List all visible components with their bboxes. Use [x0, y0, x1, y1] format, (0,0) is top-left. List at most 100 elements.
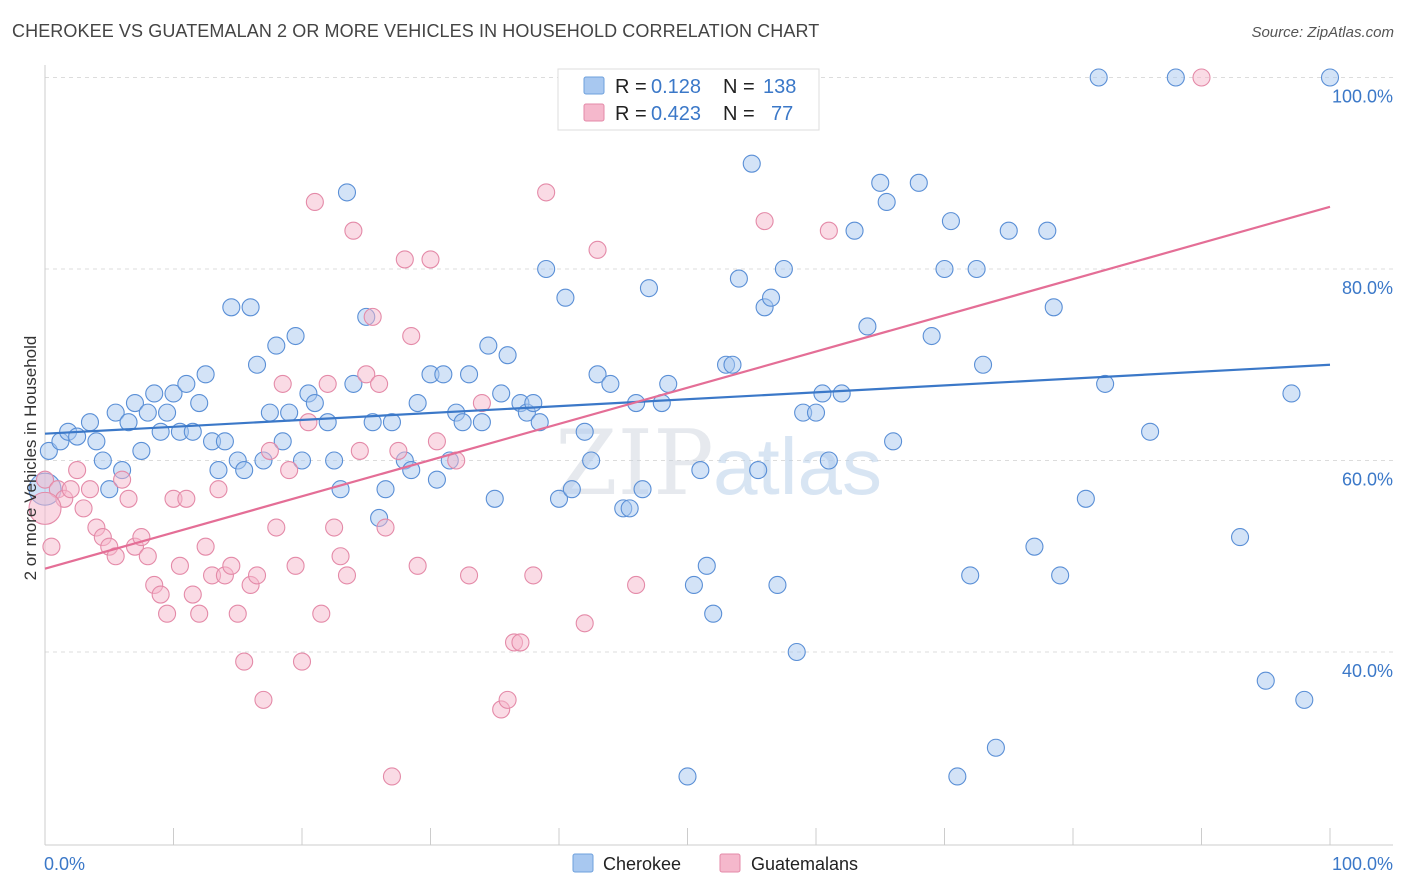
point-cherokee-34	[273, 432, 292, 451]
point-cherokee-7	[100, 480, 119, 499]
point-guatemalans-25	[196, 537, 215, 556]
point-guatemalans-70	[575, 614, 594, 633]
point-cherokee-17	[164, 384, 183, 403]
point-guatemalans-71	[588, 240, 607, 259]
point-cherokee-21	[190, 393, 209, 413]
point-cherokee-62	[485, 489, 504, 508]
trend-line-cherokee	[44, 363, 1331, 435]
point-guatemalans-75	[1192, 68, 1211, 87]
point-cherokee-132	[1295, 690, 1314, 709]
point-cherokee-49	[382, 413, 402, 432]
point-cherokee-20	[183, 422, 202, 441]
point-cherokee-14	[145, 384, 164, 403]
point-cherokee-123	[1051, 566, 1070, 585]
point-cherokee-99	[787, 642, 806, 662]
point-guatemalans-45	[325, 518, 344, 537]
point-cherokee-122	[1044, 298, 1063, 317]
series-guatemalans-points	[28, 68, 1211, 786]
point-guatemalans-24	[190, 604, 209, 623]
point-cherokee-13	[138, 403, 157, 422]
point-guatemalans-62	[459, 566, 479, 585]
point-guatemalans-16	[138, 547, 157, 566]
legend-box: R = 0.128 N = 138 R = 0.423 N = 77	[557, 68, 820, 131]
point-cherokee-55	[434, 365, 453, 384]
point-cherokee-39	[305, 393, 324, 413]
point-cherokee-125	[1089, 68, 1108, 87]
point-cherokee-8	[106, 403, 125, 422]
point-cherokee-127	[1141, 422, 1160, 441]
point-cherokee-33	[267, 336, 286, 355]
point-cherokee-59	[459, 365, 479, 384]
point-cherokee-118	[986, 738, 1005, 757]
point-cherokee-84	[678, 767, 697, 786]
chart-title: CHEROKEE VS GUATEMALAN 2 OR MORE VEHICLE…	[12, 21, 820, 41]
legend-r-label-1: R =	[615, 76, 647, 98]
point-cherokee-69	[537, 259, 556, 279]
point-guatemalans-50	[357, 365, 376, 384]
point-cherokee-26	[222, 298, 241, 317]
point-cherokee-112	[935, 259, 954, 279]
point-cherokee-43	[337, 183, 357, 202]
point-cherokee-113	[941, 212, 960, 231]
point-guatemalans-76	[28, 491, 62, 525]
point-cherokee-96	[768, 575, 787, 595]
point-cherokee-124	[1076, 489, 1095, 508]
point-guatemalans-48	[344, 221, 363, 240]
point-cherokee-110	[909, 173, 928, 192]
legend-n-label-1: N =	[723, 76, 755, 98]
point-cherokee-28	[235, 461, 254, 480]
y-tick-labels: 40.0% 60.0% 80.0% 100.0%	[1332, 87, 1393, 682]
point-cherokee-60	[472, 413, 491, 432]
point-cherokee-40	[318, 413, 337, 432]
point-cherokee-97	[774, 259, 793, 279]
point-guatemalans-33	[247, 566, 267, 585]
point-guatemalans-40	[292, 652, 312, 671]
point-cherokee-119	[999, 221, 1018, 240]
point-guatemalans-68	[524, 566, 543, 585]
point-guatemalans-42	[305, 192, 324, 212]
point-guatemalans-23	[183, 585, 202, 604]
point-guatemalans-18	[151, 585, 170, 604]
point-guatemalans-31	[235, 652, 254, 671]
point-guatemalans-67	[511, 633, 530, 652]
point-cherokee-37	[292, 451, 312, 470]
point-guatemalans-27	[209, 480, 228, 499]
point-guatemalans-74	[819, 221, 838, 240]
point-cherokee-11	[125, 393, 144, 413]
point-guatemalans-0	[35, 470, 55, 489]
point-guatemalans-46	[331, 547, 350, 566]
point-cherokee-111	[922, 326, 941, 346]
point-cherokee-80	[633, 480, 652, 499]
point-cherokee-117	[973, 355, 993, 374]
point-guatemalans-51	[363, 307, 382, 326]
point-cherokee-19	[177, 374, 196, 393]
point-cherokee-106	[858, 317, 877, 336]
point-cherokee-54	[427, 470, 446, 489]
point-cherokee-78	[620, 499, 639, 518]
point-cherokee-44	[344, 374, 363, 393]
point-cherokee-10	[119, 413, 138, 432]
watermark-atlas: atlas	[713, 422, 882, 511]
point-cherokee-93	[749, 461, 768, 480]
point-cherokee-5	[87, 432, 106, 451]
y-tick-label-3: 100.0%	[1332, 87, 1393, 107]
point-guatemalans-49	[350, 441, 369, 460]
point-cherokee-129	[1231, 528, 1250, 547]
point-guatemalans-13	[119, 489, 138, 508]
point-guatemalans-63	[472, 393, 491, 413]
point-cherokee-86	[691, 461, 710, 480]
point-guatemalans-59	[421, 250, 440, 269]
point-guatemalans-55	[389, 441, 408, 460]
point-guatemalans-60	[427, 432, 446, 451]
point-cherokee-103	[819, 451, 838, 470]
point-cherokee-22	[196, 365, 215, 384]
point-guatemalans-39	[286, 556, 305, 575]
bottom-legend-label-cherokee: Cherokee	[603, 854, 681, 874]
y-tick-label-1: 60.0%	[1342, 470, 1393, 490]
point-cherokee-25	[215, 432, 234, 451]
point-cherokee-115	[961, 566, 980, 585]
point-cherokee-4	[80, 413, 100, 432]
point-cherokee-29	[241, 298, 260, 317]
point-guatemalans-35	[260, 441, 279, 460]
point-cherokee-58	[453, 413, 472, 432]
